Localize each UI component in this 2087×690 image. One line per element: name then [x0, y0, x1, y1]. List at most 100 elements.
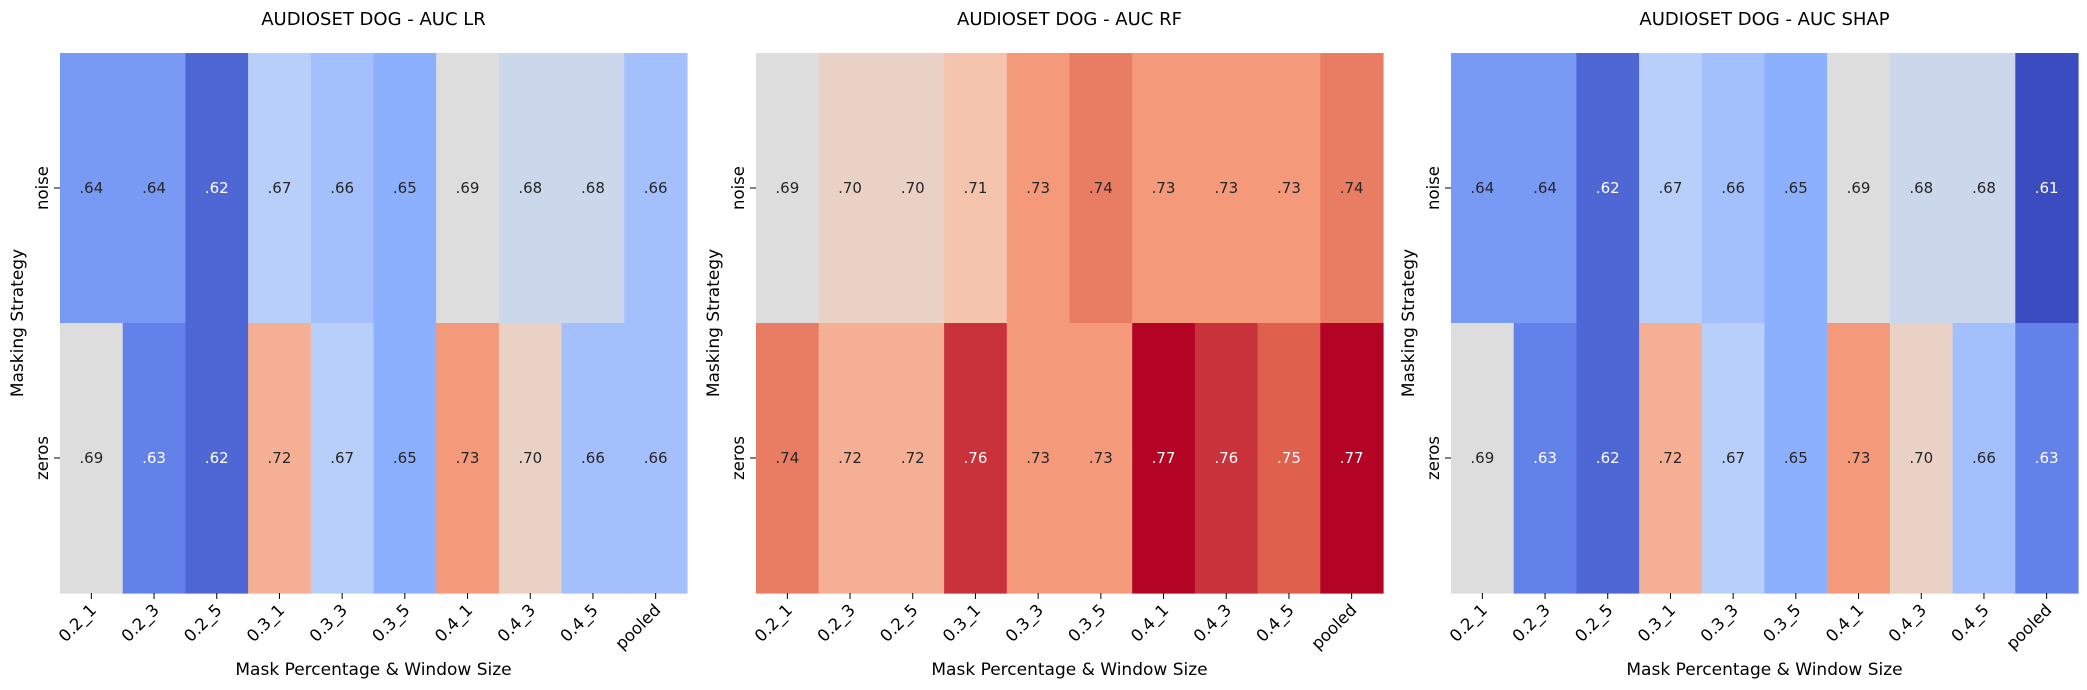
- cell-value-label: .63: [2035, 449, 2059, 467]
- cell-value-label: .70: [518, 449, 542, 467]
- heatmap-cell: [1827, 53, 1891, 324]
- heatmap-cell: [1451, 53, 1515, 324]
- x-tick-label: 0.3_3: [306, 600, 352, 646]
- heatmap-cell: [1006, 323, 1071, 594]
- x-tick-label: 0.3_5: [1759, 600, 1805, 646]
- cell-value-label: .69: [775, 179, 799, 197]
- cell-value-label: .66: [581, 449, 605, 467]
- cell-value-label: .69: [456, 179, 480, 197]
- heatmap-cell: [1513, 323, 1577, 594]
- x-tick-label: 0.2_5: [180, 600, 226, 646]
- cell-value-label: .70: [1909, 449, 1933, 467]
- heatmap-cell: [1006, 53, 1071, 324]
- x-tick-label: 0.3_3: [1002, 600, 1048, 646]
- x-tick-label: 0.2_5: [1571, 600, 1617, 646]
- heatmap-cell: [498, 323, 563, 594]
- heatmap-cell: [944, 323, 1008, 594]
- heatmap-cell: [756, 323, 820, 594]
- cell-value-label: .66: [644, 449, 668, 467]
- cell-value-label: .73: [1152, 179, 1176, 197]
- cell-value-label: .73: [1277, 179, 1301, 197]
- heatmap-cell: [373, 323, 437, 594]
- x-tick-label: 0.3_1: [1634, 600, 1680, 646]
- cell-value-label: .73: [1847, 449, 1871, 467]
- cell-value-label: .69: [1470, 449, 1494, 467]
- cell-value-label: .71: [964, 179, 988, 197]
- x-tick-label: 0.2_1: [55, 600, 101, 646]
- heatmap-cell: [1132, 323, 1196, 594]
- heatmap-cell: [756, 53, 820, 324]
- cell-value-label: .72: [1659, 449, 1683, 467]
- x-tick-label: 0.4_5: [1253, 600, 1299, 646]
- cell-value-label: .66: [1972, 449, 1996, 467]
- heatmap-cell: [248, 53, 312, 324]
- heatmap-cell: [373, 53, 437, 324]
- heatmap-cell: [1764, 53, 1828, 324]
- heatmap-cell: [881, 323, 945, 594]
- x-tick-label: 0.3_1: [939, 600, 985, 646]
- heatmap-cell: [944, 53, 1008, 324]
- cell-value-label: .77: [1340, 449, 1364, 467]
- cell-value-label: .65: [1784, 179, 1808, 197]
- panel-title: AUDIOSET DOG - AUC LR: [261, 9, 486, 30]
- heatmap-cell: [1069, 323, 1133, 594]
- heatmap-cell: [248, 323, 312, 594]
- heatmap-cell: [1513, 53, 1577, 324]
- cell-value-label: .62: [1596, 449, 1620, 467]
- cell-value-label: .65: [1784, 449, 1808, 467]
- heatmap-cell: [1451, 323, 1515, 594]
- cell-value-label: .65: [393, 449, 417, 467]
- x-tick-label: 0.2_1: [751, 600, 797, 646]
- x-tick-label: 0.3_5: [368, 600, 414, 646]
- heatmap-cell: [436, 53, 500, 324]
- heatmap-cell: [498, 53, 563, 324]
- y-axis-label: Masking Strategy: [8, 249, 28, 397]
- heatmap-cell: [1639, 323, 1703, 594]
- x-tick-label: 0.4_1: [431, 600, 477, 646]
- x-tick-label: 0.3_1: [243, 600, 289, 646]
- heatmap-cell: [624, 323, 688, 594]
- y-tick-label: zeros: [1424, 436, 1443, 480]
- heatmap-cell: [185, 323, 249, 594]
- heatmap-cell: [1320, 323, 1384, 594]
- x-tick-label: 0.4_5: [1948, 600, 1994, 646]
- cell-value-label: .68: [518, 179, 542, 197]
- heatmap-cell: [1889, 53, 1954, 324]
- cell-value-label: .72: [838, 449, 862, 467]
- x-tick-label: 0.4_3: [1190, 600, 1236, 646]
- cell-value-label: .74: [775, 449, 799, 467]
- cell-value-label: .74: [1089, 179, 1113, 197]
- y-tick-label: zeros: [729, 436, 748, 480]
- heatmap-cell: [1889, 323, 1954, 594]
- cell-value-label: .76: [964, 449, 988, 467]
- y-tick-label: zeros: [33, 436, 52, 480]
- heatmap-cell: [310, 323, 375, 594]
- cell-value-label: .70: [901, 179, 925, 197]
- cell-value-label: .68: [1909, 179, 1933, 197]
- heatmap-cell: [60, 53, 124, 324]
- heatmap-cell: [185, 53, 249, 324]
- x-tick-label: 0.4_1: [1127, 600, 1173, 646]
- heatmap-cell: [1194, 53, 1259, 324]
- x-tick-label: pooled: [612, 600, 665, 653]
- cell-value-label: .61: [2035, 179, 2059, 197]
- cell-value-label: .70: [838, 179, 862, 197]
- cell-value-label: .66: [330, 179, 354, 197]
- cell-value-label: .77: [1152, 449, 1176, 467]
- y-tick-label: noise: [1424, 166, 1443, 210]
- x-tick-label: 0.2_5: [876, 600, 922, 646]
- heatmap-panel-1: AUDIOSET DOG - AUC LR .64 .64 .62 .67 .66 .65.…: [8, 9, 688, 680]
- x-tick-label: 0.3_3: [1697, 600, 1743, 646]
- x-axis-label: Mask Percentage & Window Size: [235, 660, 511, 680]
- cell-value-label: .62: [205, 179, 229, 197]
- cell-value-label: .64: [1533, 179, 1557, 197]
- cell-value-label: .75: [1277, 449, 1301, 467]
- cell-value-label: .62: [1596, 179, 1620, 197]
- cell-value-label: .73: [1026, 179, 1050, 197]
- panel-title: AUDIOSET DOG - AUC SHAP: [1639, 9, 1889, 30]
- cell-value-label: .76: [1214, 449, 1238, 467]
- heatmap-cell: [1639, 53, 1703, 324]
- heatmap-cell: [818, 323, 882, 594]
- cell-value-label: .74: [1340, 179, 1364, 197]
